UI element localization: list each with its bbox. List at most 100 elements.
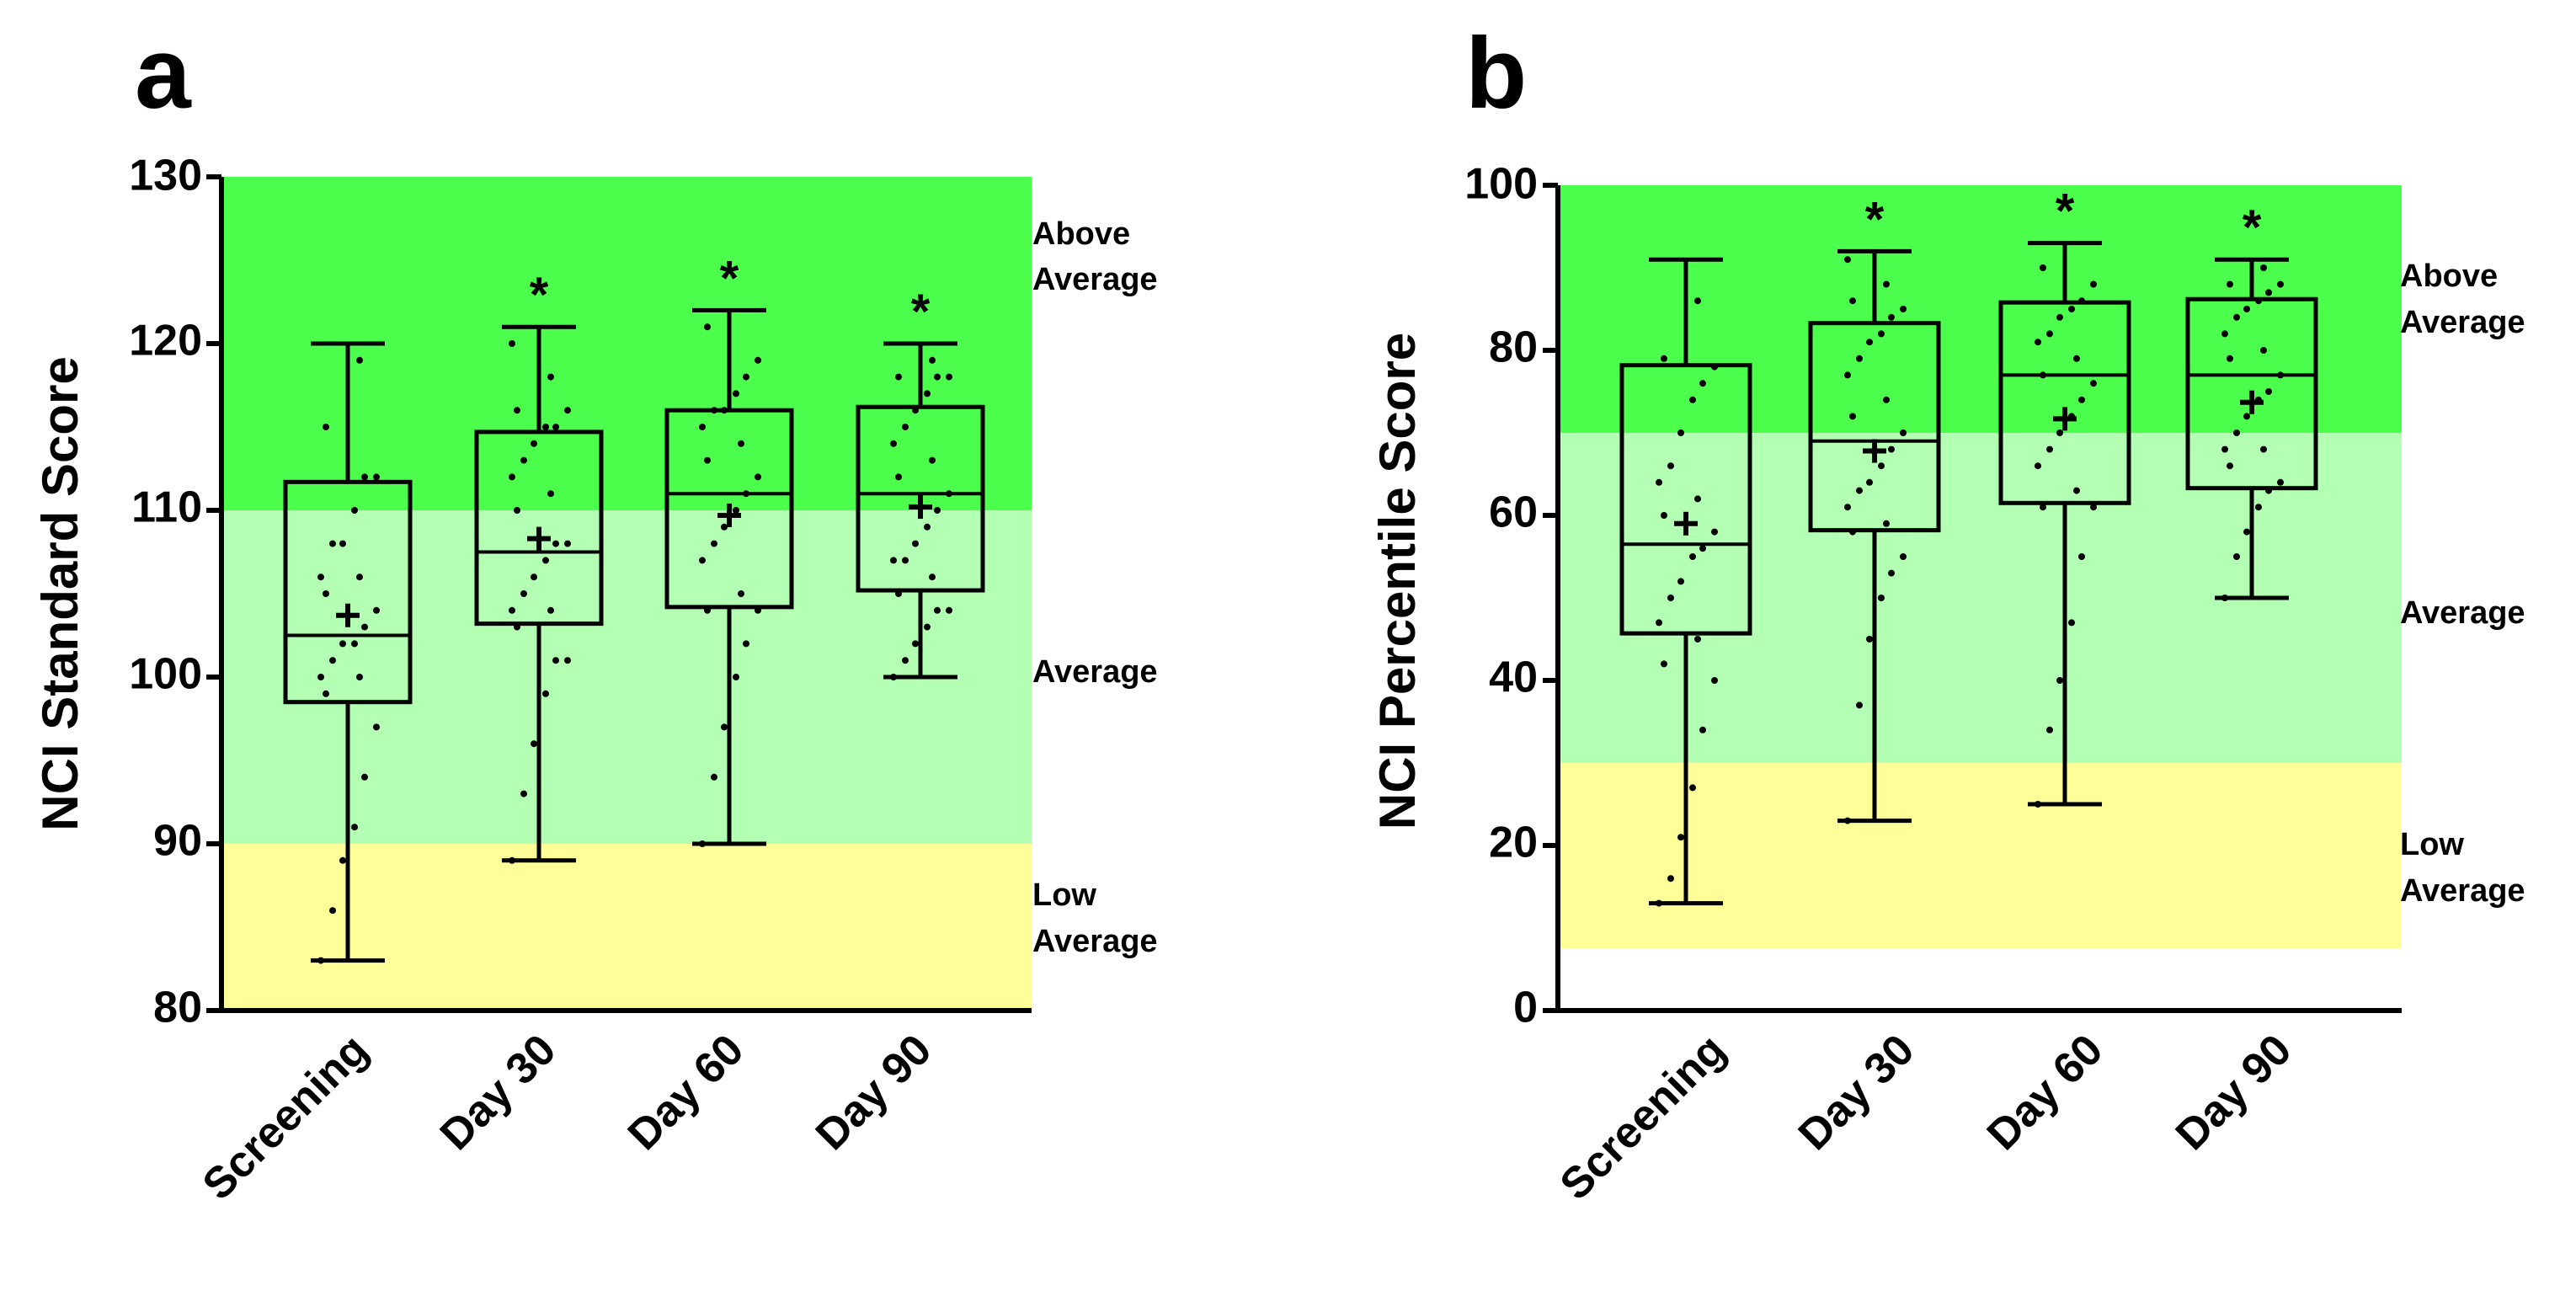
data-point <box>743 490 749 498</box>
box-group: * <box>1998 184 2131 808</box>
data-point <box>704 606 711 614</box>
band-label: Average <box>2400 595 2525 631</box>
data-point <box>2035 801 2041 808</box>
data-point <box>2265 289 2272 296</box>
data-point <box>929 356 936 364</box>
data-point <box>1866 478 1873 486</box>
data-point <box>1689 396 1696 403</box>
data-point <box>339 640 346 648</box>
plot-layer: * * * <box>1619 184 2318 907</box>
box-group: * <box>1808 192 1941 824</box>
data-point <box>2277 478 2284 486</box>
data-point <box>552 540 559 547</box>
data-point <box>509 606 515 614</box>
data-point <box>361 773 368 781</box>
data-point <box>1656 899 1662 907</box>
data-point <box>1878 330 1885 338</box>
data-point <box>2265 487 2272 494</box>
box-group <box>283 341 413 964</box>
data-point <box>2233 313 2240 321</box>
data-point <box>1661 512 1667 519</box>
data-point <box>2265 388 2272 395</box>
data-point <box>1667 462 1674 470</box>
data-point <box>1878 595 1885 601</box>
data-point <box>890 440 897 447</box>
data-point <box>2056 313 2063 321</box>
data-point <box>520 590 527 597</box>
data-point <box>1856 355 1863 362</box>
data-point <box>542 690 549 697</box>
data-point <box>738 590 744 597</box>
y-tick-label: 80 <box>153 984 202 1032</box>
data-point <box>699 424 706 430</box>
significance-marker: * <box>720 251 739 306</box>
box-iqr <box>1998 300 2131 505</box>
data-point <box>329 907 336 915</box>
data-point <box>1689 553 1696 560</box>
data-point <box>1900 429 1907 436</box>
axis-frame <box>1555 185 2402 1013</box>
data-point <box>323 690 329 697</box>
data-point <box>373 473 380 481</box>
data-point <box>902 657 909 664</box>
data-point <box>2056 677 2063 684</box>
x-category-label: Day 60 <box>1978 1025 2113 1160</box>
data-point <box>1667 875 1674 883</box>
data-point <box>514 507 520 514</box>
data-point <box>1866 339 1873 346</box>
data-point <box>755 473 761 481</box>
data-point <box>1667 595 1674 601</box>
data-point <box>2233 429 2240 436</box>
data-point <box>339 540 346 547</box>
data-point <box>1711 363 1718 371</box>
data-point <box>547 606 554 614</box>
x-category-label: Day 90 <box>2167 1025 2301 1160</box>
y-axis-title: NCI Percentile Score <box>1369 333 1426 829</box>
data-point <box>924 623 931 631</box>
data-point <box>2035 462 2041 470</box>
data-point <box>552 657 559 664</box>
x-category-label: Screening <box>1551 1025 1736 1209</box>
panel-b: b * * * 0 20 40 60 80 100 NCI Percentile S… <box>1369 17 2525 1209</box>
data-point <box>2260 445 2267 453</box>
band-label: Average <box>1032 262 1158 297</box>
data-point <box>2233 553 2240 560</box>
data-point <box>356 356 363 364</box>
data-point <box>699 557 706 564</box>
x-category-label: Day 30 <box>431 1025 566 1160</box>
y-tick-label: 0 <box>1513 984 1538 1032</box>
y-tick-marks <box>1543 183 1558 1013</box>
data-point <box>711 540 717 547</box>
panel-letter-b: b <box>1465 17 1527 130</box>
data-point <box>2221 595 2228 601</box>
data-point <box>1856 487 1863 494</box>
data-point <box>2056 429 2063 436</box>
data-point <box>912 540 919 547</box>
data-point <box>699 840 706 847</box>
data-point <box>509 473 515 481</box>
data-point <box>902 424 909 430</box>
band-label: Low <box>1032 877 1096 913</box>
y-tick-label: 100 <box>1464 160 1538 209</box>
data-point <box>895 473 902 481</box>
y-axis-title: NCI Standard Score <box>32 356 88 830</box>
y-tick-label: 100 <box>129 650 202 699</box>
data-point <box>356 674 363 680</box>
data-point <box>514 407 520 414</box>
data-point <box>2221 330 2228 338</box>
data-point <box>2068 619 2075 627</box>
data-point <box>1699 380 1706 387</box>
data-point <box>1694 636 1701 643</box>
data-point <box>946 373 952 381</box>
data-point <box>704 456 711 464</box>
data-point <box>361 623 368 631</box>
data-point <box>323 424 329 430</box>
data-point <box>317 674 324 680</box>
data-point <box>721 523 728 531</box>
data-point <box>895 373 902 381</box>
data-point <box>373 723 380 731</box>
data-point <box>351 640 358 648</box>
data-point <box>924 523 931 531</box>
y-tick-label: 60 <box>1489 488 1538 537</box>
data-point <box>2040 264 2046 271</box>
